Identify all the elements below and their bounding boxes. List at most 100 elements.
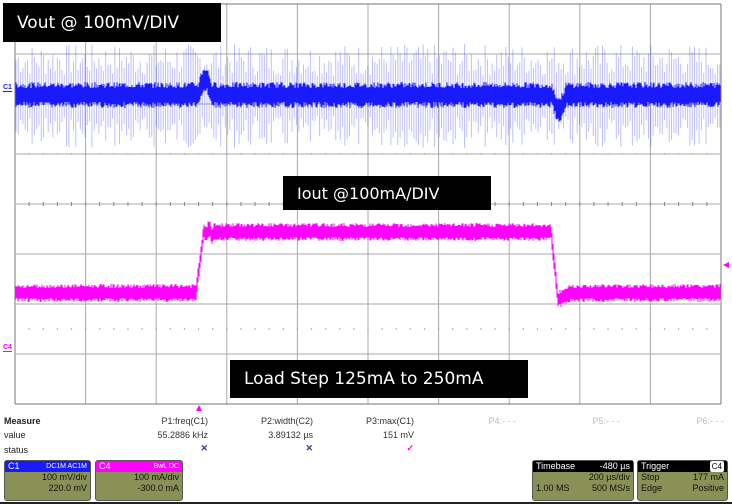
grid-dot bbox=[211, 153, 214, 155]
grid-dot bbox=[423, 153, 426, 155]
grid-dot bbox=[621, 328, 623, 330]
param-p3-value: 151 mV bbox=[382, 430, 414, 440]
trigger-title: Trigger bbox=[641, 461, 670, 471]
trigger-type: Edge bbox=[641, 483, 663, 493]
grid-dot bbox=[84, 153, 87, 155]
grid-dot bbox=[480, 153, 482, 155]
grid-dot bbox=[494, 153, 496, 155]
grid-dot bbox=[508, 328, 510, 330]
timebase-title: Timebase bbox=[536, 461, 576, 471]
grid-dot bbox=[607, 153, 609, 155]
grid-dot bbox=[466, 328, 468, 330]
trigger-source: C4 bbox=[709, 461, 724, 472]
grid-dot bbox=[70, 328, 73, 330]
grid-dot bbox=[197, 328, 200, 330]
grid-dot bbox=[423, 328, 426, 330]
measure-panel: Measure value status P1:freq(C1) 55.2886… bbox=[0, 410, 732, 504]
grid-dot bbox=[677, 153, 680, 155]
c1-marker[interactable]: C1 bbox=[3, 84, 12, 92]
trigger-box[interactable]: Trigger C4 Stop 177 mA Edge Positive bbox=[637, 460, 728, 501]
grid-dot bbox=[649, 153, 652, 155]
grid-dot bbox=[635, 328, 637, 330]
param-p2-name[interactable]: P2:width(C2) bbox=[260, 416, 313, 426]
grid-dot bbox=[593, 328, 595, 330]
grid-dot bbox=[268, 328, 270, 330]
grid-dot bbox=[522, 153, 525, 155]
grid-dot bbox=[409, 328, 412, 330]
grid-dot bbox=[381, 328, 383, 330]
grid-dot bbox=[113, 328, 115, 330]
grid-dot bbox=[240, 328, 242, 330]
grid-dot bbox=[56, 328, 59, 330]
c1-box-scale: 100 mV/div bbox=[41, 472, 87, 482]
measure-status-label: status bbox=[4, 445, 29, 455]
grid-dot bbox=[296, 153, 299, 155]
grid-dot bbox=[99, 153, 101, 155]
grid-dot bbox=[367, 328, 369, 330]
trigger-level-icon[interactable] bbox=[723, 262, 729, 268]
grid-dot bbox=[466, 153, 468, 155]
param-p6-name[interactable]: P6:- - - bbox=[696, 416, 724, 426]
c4-channel-box[interactable]: C4 BwL DC 100 mA/div -300.0 mA bbox=[95, 460, 183, 501]
grid-dot bbox=[621, 153, 623, 155]
grid-dot bbox=[324, 153, 327, 155]
grid-dot bbox=[127, 153, 129, 155]
grid-dot bbox=[310, 328, 313, 330]
grid-dot bbox=[339, 153, 341, 155]
param-p1-name[interactable]: P1:freq(C1) bbox=[161, 416, 208, 426]
trigger-slope: Positive bbox=[692, 483, 724, 493]
grid-dot bbox=[113, 153, 115, 155]
grid-dot bbox=[211, 328, 214, 330]
grid-dot bbox=[663, 328, 666, 330]
grid-dot bbox=[564, 328, 567, 330]
c4-trace bbox=[15, 221, 721, 307]
measure-title: Measure bbox=[4, 416, 41, 426]
bottom-border bbox=[0, 502, 732, 504]
timebase-box[interactable]: Timebase -480 µs 200 µs/div 1.00 MS 500 MS… bbox=[532, 460, 634, 501]
grid-dot bbox=[579, 328, 581, 330]
grid-dot bbox=[367, 153, 369, 155]
param-p4-name[interactable]: P4:- - - bbox=[488, 416, 516, 426]
grid-dot bbox=[282, 328, 284, 330]
grid-dot bbox=[692, 153, 694, 155]
c1-trace bbox=[15, 69, 721, 122]
param-p2-status-icon: ✕ bbox=[305, 443, 313, 453]
grid-dot bbox=[381, 153, 383, 155]
grid-dot bbox=[480, 328, 482, 330]
grid-dot bbox=[564, 153, 567, 155]
vout-label: Vout @ 100mV/DIV bbox=[3, 3, 221, 42]
grid-dot bbox=[550, 328, 553, 330]
timebase-scale: 200 µs/div bbox=[588, 472, 630, 482]
grid-dot bbox=[70, 153, 73, 155]
grid-dot bbox=[56, 153, 59, 155]
grid-dot bbox=[324, 328, 327, 330]
c1-box-tags: DC1M AC1M bbox=[46, 463, 87, 470]
param-p1-value: 55.2886 kHz bbox=[157, 430, 208, 440]
c1-box-offset: 220.0 mV bbox=[48, 483, 87, 493]
grid-dot bbox=[141, 328, 143, 330]
grid-dot bbox=[310, 153, 313, 155]
param-p5-name[interactable]: P5:- - - bbox=[592, 416, 620, 426]
timebase-samples: 1.00 MS bbox=[536, 483, 570, 493]
c4-marker[interactable]: C4 bbox=[3, 344, 12, 352]
grid-dot bbox=[536, 328, 539, 330]
grid-dot bbox=[452, 153, 454, 155]
grid-dot bbox=[522, 328, 525, 330]
timebase-rate: 500 MS/s bbox=[591, 483, 630, 493]
param-p1-status-icon: ✕ bbox=[200, 443, 208, 453]
grid-dot bbox=[127, 328, 129, 330]
grid-dot bbox=[593, 153, 595, 155]
grid-dot bbox=[155, 153, 157, 155]
trigger-position-icon[interactable] bbox=[196, 405, 202, 411]
c4-box-offset: -300.0 mA bbox=[137, 483, 179, 493]
grid-dot bbox=[635, 153, 637, 155]
param-p3-name[interactable]: P3:max(C1) bbox=[365, 416, 414, 426]
param-p3-status-icon: ✓ bbox=[406, 443, 414, 453]
c1-channel-box[interactable]: C1 DC1M AC1M 100 mV/div 220.0 mV bbox=[4, 460, 91, 501]
grid-dot bbox=[353, 153, 355, 155]
param-p2-value: 3.89132 µs bbox=[268, 430, 313, 440]
grid-dot bbox=[692, 328, 694, 330]
grid-dot bbox=[240, 153, 242, 155]
grid-dot bbox=[226, 328, 228, 330]
grid-dot bbox=[42, 153, 44, 155]
